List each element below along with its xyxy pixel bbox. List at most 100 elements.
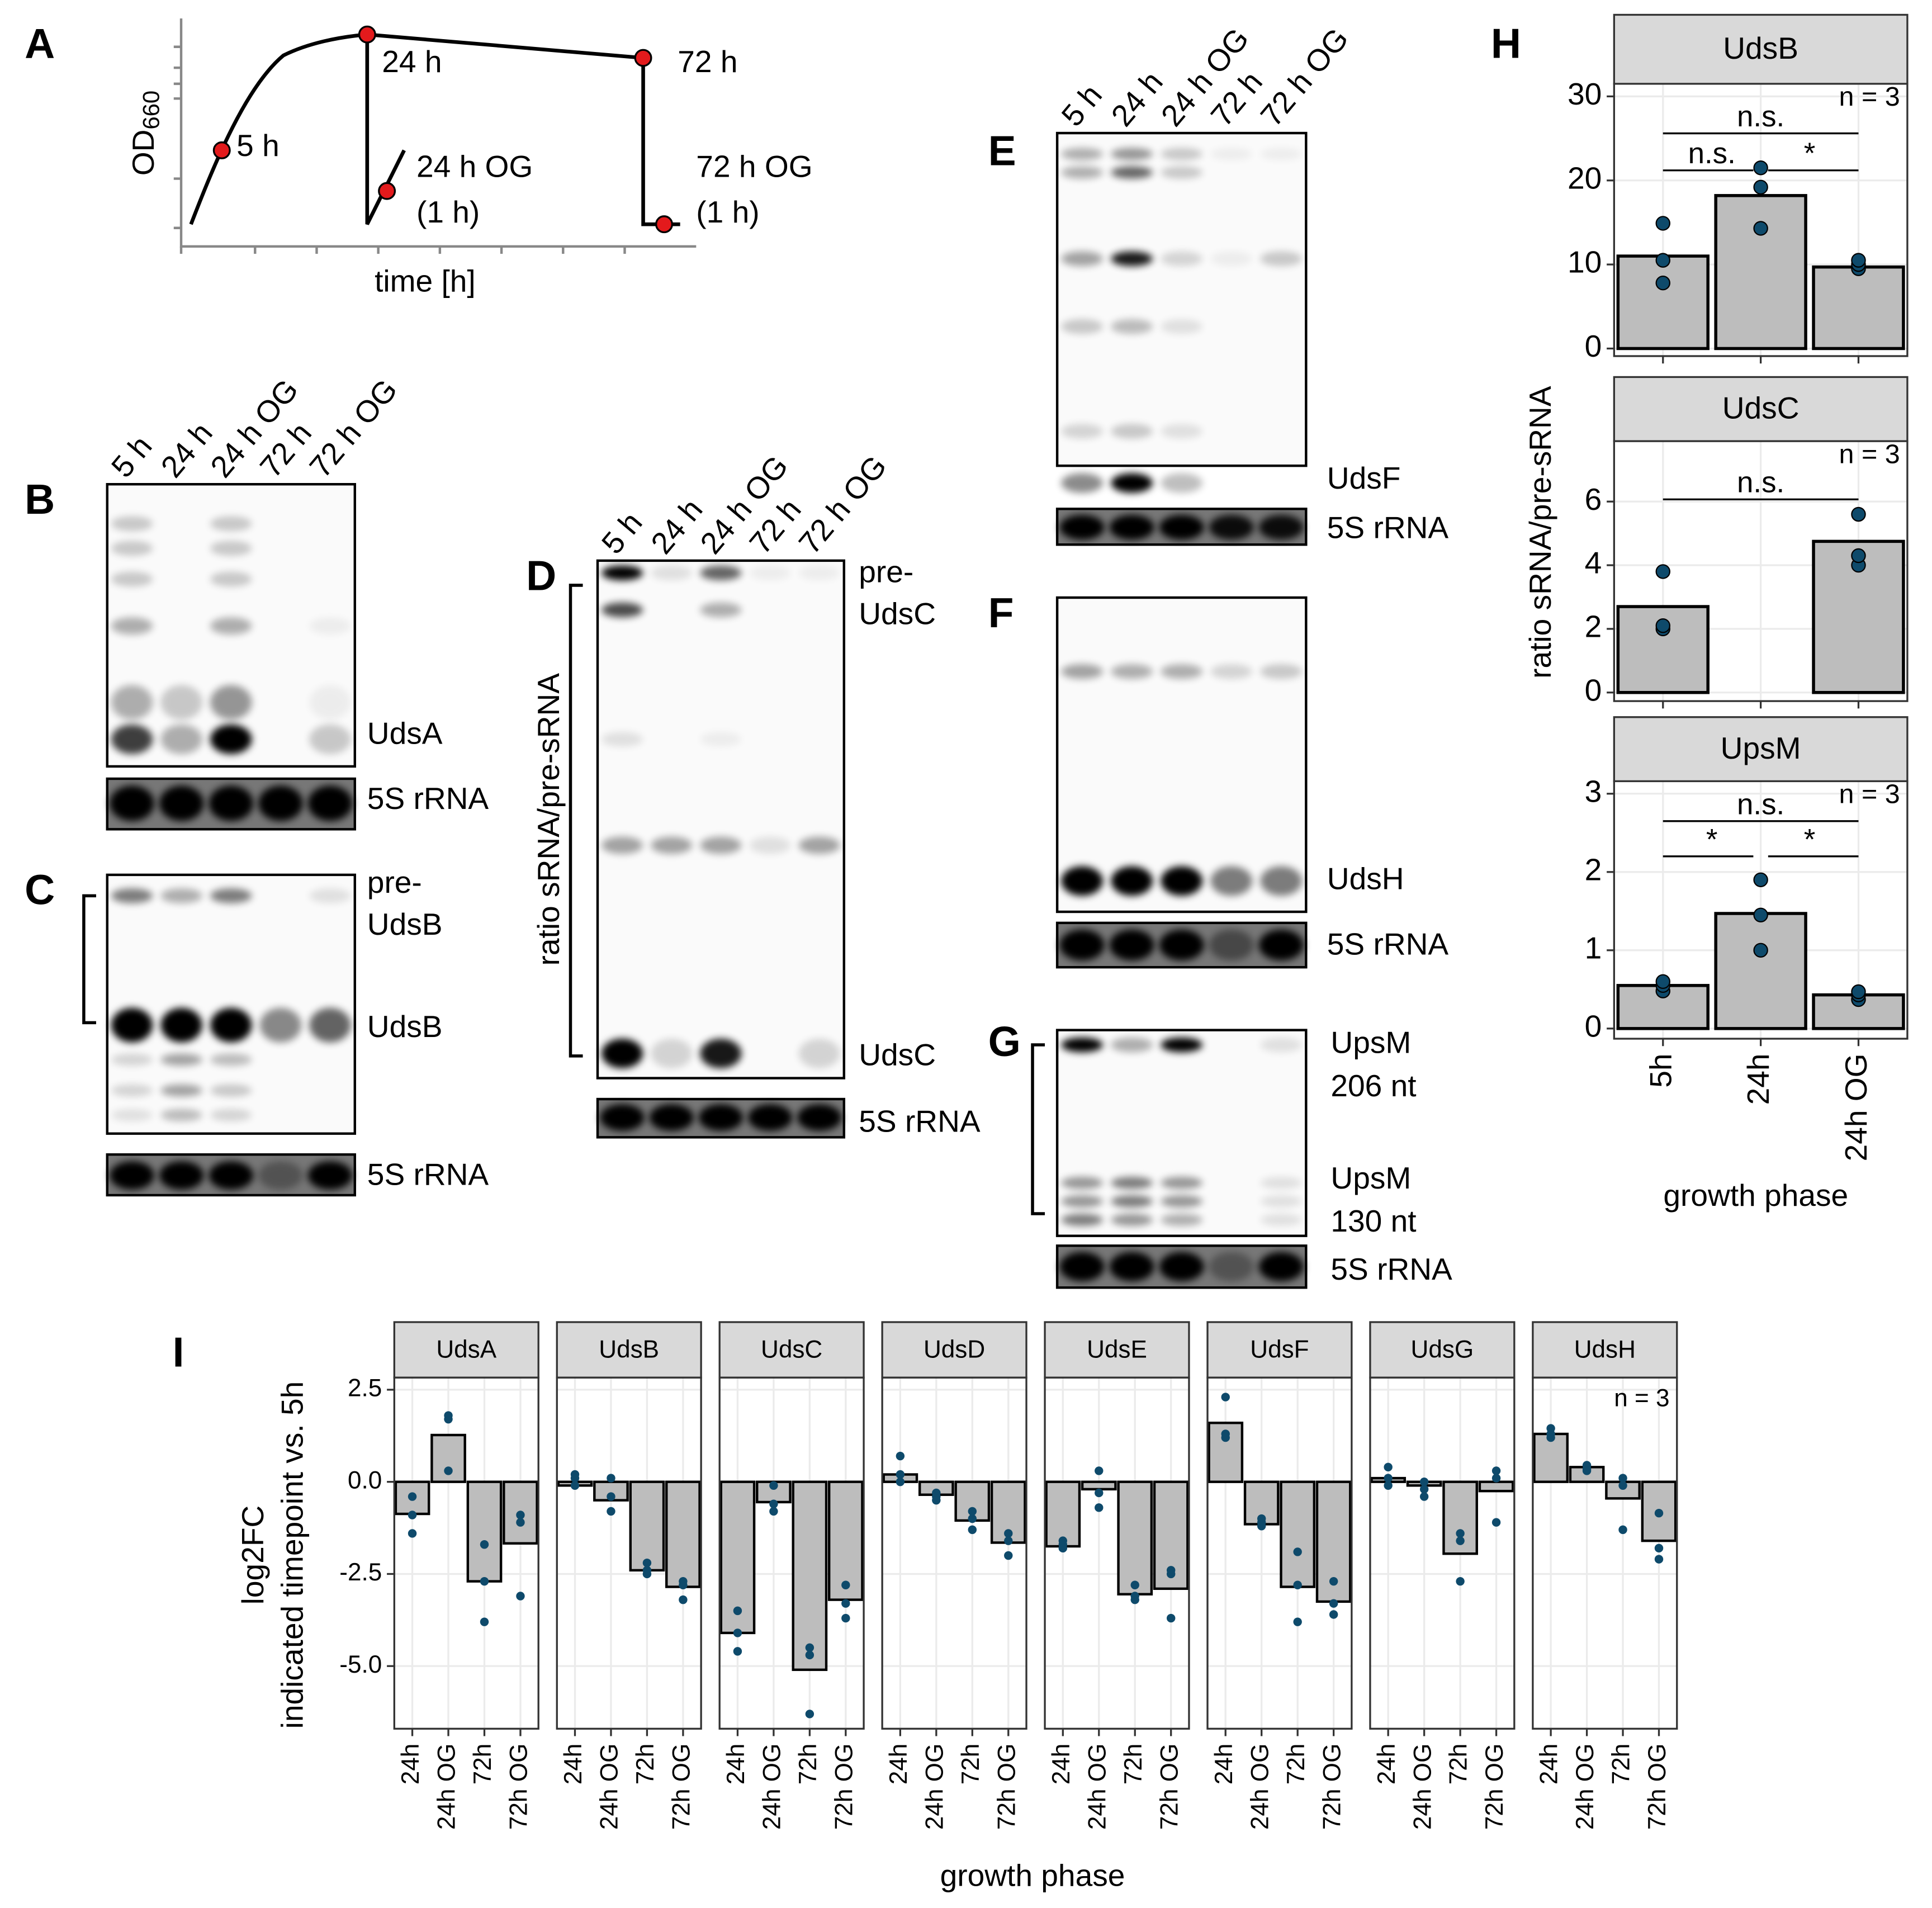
band <box>1260 148 1303 160</box>
band-label: UdsB <box>367 1009 443 1044</box>
strip-title: UdsA <box>436 1336 496 1363</box>
point <box>1419 1485 1429 1494</box>
band <box>309 617 351 635</box>
point <box>1618 1525 1627 1535</box>
x-tick-label: 24h <box>1741 1053 1775 1105</box>
point <box>1130 1595 1139 1604</box>
point <box>480 1576 489 1586</box>
band-label: UdsB <box>367 907 443 941</box>
point <box>480 1617 489 1626</box>
point <box>1753 179 1768 195</box>
band <box>651 836 693 854</box>
band <box>1161 866 1203 896</box>
point <box>841 1580 850 1589</box>
point <box>679 1595 688 1604</box>
schematic: A 5 h 24 h 72 h 24 h OG (1 h) 72 h OG (1… <box>25 18 813 298</box>
panel-letter: E <box>988 127 1016 174</box>
point <box>1491 1518 1501 1527</box>
point <box>570 1474 580 1483</box>
point <box>1851 548 1866 564</box>
band <box>1061 1176 1104 1189</box>
band <box>210 516 252 531</box>
facet: n.s.n.s. * n = 3 UdsB 0 10 20 30 <box>1568 13 1909 364</box>
point <box>733 1606 742 1616</box>
point <box>1095 1488 1104 1498</box>
band <box>111 571 153 587</box>
band-label: UdsF <box>1327 461 1401 495</box>
point <box>1257 1522 1266 1531</box>
x-tick-label: 24h OG <box>1839 1053 1873 1161</box>
point <box>408 1511 417 1519</box>
band <box>700 732 742 747</box>
band <box>111 541 153 556</box>
y-axis-label: indicated timepoint vs. 5h <box>274 1381 309 1729</box>
point <box>1546 1433 1555 1442</box>
strip-title: UdsC <box>761 1336 822 1363</box>
band-label: UdsA <box>367 716 443 750</box>
strip-title: UdsH <box>1574 1336 1636 1363</box>
point <box>1293 1617 1302 1626</box>
point <box>408 1492 417 1501</box>
band <box>1161 166 1203 179</box>
lane-label: 5 h <box>1054 78 1109 133</box>
point <box>480 1540 489 1549</box>
band <box>160 1084 202 1097</box>
band <box>1111 866 1153 896</box>
point <box>841 1613 850 1623</box>
band-label: UdsH <box>1327 861 1404 896</box>
point <box>1618 1474 1627 1483</box>
point <box>444 1466 453 1475</box>
band <box>209 1161 254 1190</box>
point <box>679 1580 688 1589</box>
facet: n.s. * * n = 3 UpsM 0 1 2 3 5h 24h 24h OG <box>1585 716 1909 1161</box>
y-tick-label: 2 <box>1585 852 1602 887</box>
band <box>749 565 791 581</box>
band <box>111 516 153 531</box>
band <box>1161 664 1203 679</box>
point <box>1166 1569 1176 1579</box>
band <box>309 685 351 720</box>
bar <box>792 1480 828 1672</box>
point <box>408 1529 417 1538</box>
band <box>1209 514 1254 540</box>
band <box>1260 1214 1303 1227</box>
band <box>1210 148 1253 160</box>
facet: n = 3 UdsH 24h 24h OG 72h 72h OG <box>1532 1321 1678 1830</box>
facet: UdsC 24h 24h OG 72h 72h OG <box>718 1321 865 1830</box>
band <box>1061 1214 1104 1227</box>
band <box>258 785 303 821</box>
x-axis-label: time [h] <box>375 263 476 298</box>
band <box>1161 148 1203 160</box>
lane-label: 24 h <box>1104 64 1169 132</box>
x-tick-label: 24h OG <box>1409 1744 1436 1830</box>
band <box>307 1161 353 1190</box>
point <box>1293 1580 1302 1589</box>
x-tick-label: 24h <box>885 1744 912 1785</box>
band <box>259 1007 302 1043</box>
significance-label: * <box>1804 137 1816 170</box>
point <box>769 1481 778 1490</box>
facet: UdsF 24h 24h OG 72h 72h OG <box>1206 1321 1353 1830</box>
band <box>798 836 840 854</box>
y-label: OD <box>126 130 160 176</box>
point <box>932 1495 941 1505</box>
point <box>1456 1576 1465 1586</box>
point <box>1095 1503 1104 1512</box>
point <box>1384 1481 1393 1490</box>
bar <box>1045 1480 1081 1548</box>
strip-title: UdsF <box>1250 1336 1309 1363</box>
band <box>1111 251 1153 267</box>
significance-label: n.s. <box>1737 100 1784 133</box>
point <box>1655 564 1670 579</box>
y-tick-label: 4 <box>1585 546 1602 580</box>
loading-label: 5S rRNA <box>1327 510 1449 545</box>
x-tick-label: 5h <box>1643 1053 1678 1087</box>
x-tick-label: 72h OG <box>830 1744 858 1830</box>
point <box>1654 1544 1664 1553</box>
point <box>1618 1481 1627 1490</box>
x-tick-label: 24h <box>1536 1744 1563 1785</box>
